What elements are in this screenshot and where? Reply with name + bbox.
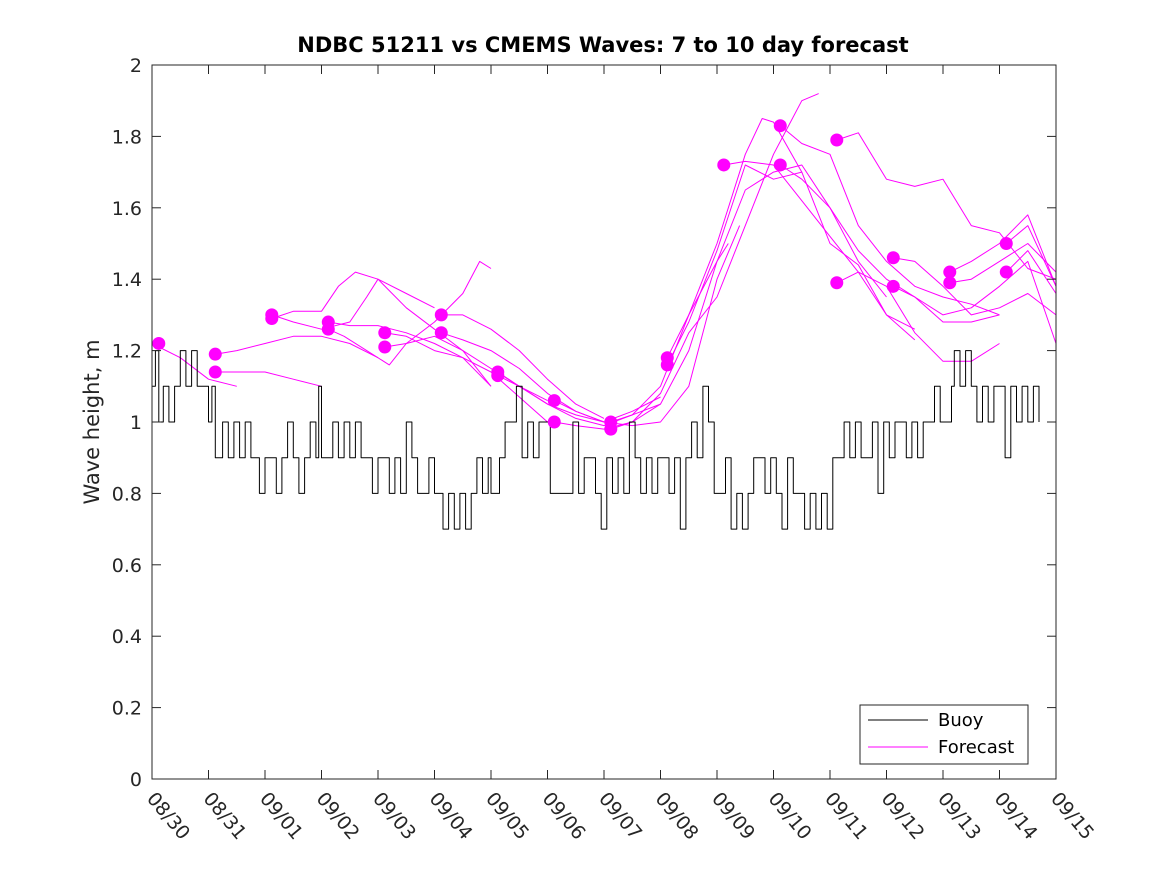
x-tick-label: 09/08	[651, 788, 703, 844]
x-tick-label: 09/04	[425, 788, 477, 844]
x-tick-label: 09/10	[764, 788, 816, 844]
legend-buoy-label: Buoy	[938, 710, 984, 731]
forecast-marker	[943, 265, 957, 279]
y-tick-label: 1.8	[112, 126, 142, 148]
forecast-markers-group	[152, 119, 1013, 436]
forecast-series-group	[151, 93, 1057, 430]
forecast-marker	[265, 311, 279, 325]
forecast-line-25	[893, 257, 1057, 316]
forecast-marker	[886, 251, 900, 265]
x-tick-label: 09/02	[312, 788, 364, 844]
forecast-marker	[999, 265, 1013, 279]
x-tick-label: 09/12	[877, 788, 929, 844]
x-tick-label: 09/05	[481, 788, 533, 844]
y-tick-label: 1.6	[112, 198, 142, 220]
forecast-line-5	[271, 271, 492, 387]
forecast-marker	[773, 119, 787, 133]
x-tick-label: 09/07	[594, 788, 646, 844]
x-tick-label: 09/15	[1046, 788, 1098, 844]
x-tick-label: 09/09	[707, 788, 759, 844]
forecast-marker	[604, 422, 618, 436]
chart-title: NDBC 51211 vs CMEMS Waves: 7 to 10 day f…	[297, 33, 908, 57]
forecast-line-26	[893, 260, 1057, 344]
y-tick-label: 0.6	[112, 555, 142, 577]
forecast-line-28	[949, 243, 1057, 284]
forecast-marker	[208, 347, 222, 361]
forecast-marker	[378, 326, 392, 340]
y-tick-label: 0	[130, 769, 142, 791]
buoy-series-group	[152, 350, 1040, 530]
x-tick-label: 09/03	[368, 788, 420, 844]
x-tick-label: 08/31	[199, 788, 251, 844]
forecast-line-4	[271, 278, 435, 330]
y-tick-label: 0.8	[112, 483, 142, 505]
forecast-marker	[321, 322, 335, 336]
forecast-marker	[886, 279, 900, 293]
y-tick-label: 1.2	[112, 341, 142, 363]
legend-forecast-label: Forecast	[938, 737, 1014, 758]
x-tick-label: 09/11	[820, 788, 872, 844]
forecast-marker	[491, 369, 505, 383]
forecast-marker	[208, 365, 222, 379]
forecast-line-16	[610, 118, 803, 423]
x-tick-label: 09/01	[255, 788, 307, 844]
forecast-marker	[830, 133, 844, 147]
forecast-line-29	[1005, 225, 1057, 287]
forecast-marker	[830, 276, 844, 290]
forecast-line-27	[949, 214, 1057, 287]
forecast-line-15	[554, 243, 729, 430]
legend: Buoy Forecast	[859, 704, 1029, 765]
forecast-marker	[434, 326, 448, 340]
forecast-marker	[999, 237, 1013, 250]
y-tick-label: 2	[130, 55, 142, 77]
legend-box	[859, 704, 1029, 765]
y-tick-label: 0.2	[112, 698, 142, 720]
y-tick-label: 1.4	[112, 269, 142, 291]
forecast-line-14	[554, 225, 741, 427]
forecast-line-30	[1005, 250, 1057, 294]
forecast-marker	[152, 336, 166, 350]
forecast-line-22	[780, 164, 1000, 323]
forecast-line-7	[328, 260, 492, 366]
forecast-line-17	[610, 93, 819, 430]
forecast-marker	[660, 358, 674, 372]
y-axis-label: Wave height, m	[80, 339, 104, 504]
forecast-line-19	[666, 164, 916, 366]
y-tick-label: 0.4	[112, 626, 142, 648]
forecast-line-20	[723, 160, 916, 341]
forecast-marker	[547, 415, 561, 429]
x-tick-label: 09/06	[538, 788, 590, 844]
forecast-line-8	[384, 332, 548, 423]
forecast-marker	[547, 394, 561, 408]
forecast-line-10	[441, 314, 605, 419]
forecast-line-23	[836, 132, 1057, 280]
x-tick-label: 08/30	[142, 788, 194, 844]
forecast-line-3	[215, 371, 322, 387]
forecast-marker	[717, 158, 731, 172]
forecast-marker	[773, 158, 787, 172]
forecast-line-2	[215, 335, 379, 359]
buoy-line	[152, 350, 1040, 530]
y-axis-ticks: 0 0.2 0.4 0.6 0.8 1 1.2 1.4 1.6 1.8 2	[112, 55, 1056, 791]
forecast-line-1	[151, 343, 237, 387]
y-tick-label: 1	[130, 412, 142, 434]
forecast-line-21	[779, 125, 1000, 316]
forecast-marker	[378, 340, 392, 354]
x-tick-label: 09/14	[990, 788, 1042, 844]
forecast-marker	[943, 276, 957, 290]
forecast-marker	[434, 308, 448, 322]
x-tick-label: 09/13	[933, 788, 985, 844]
